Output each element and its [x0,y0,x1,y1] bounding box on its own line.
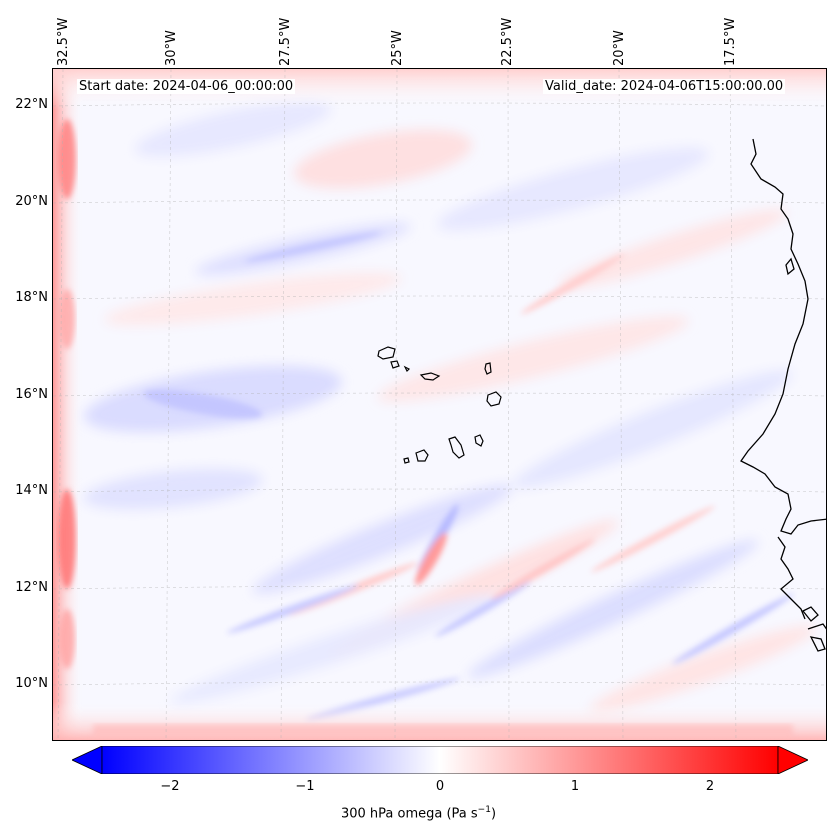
start-date-label: Start date: 2024-04-06_00:00:00 [77,79,296,94]
lat-label-22n: 22°N [15,97,48,112]
gambia-coast [777,536,806,620]
colorbar-tick-0: 0 [435,779,445,794]
island-sao-nicolau [419,372,441,381]
colorbar-tick-1: 1 [570,779,580,794]
island-brava [403,457,410,464]
island-santo-antao [377,346,396,360]
island-fogo [415,449,429,462]
lat-label-16n: 16°N [15,387,48,402]
valid-date-label: Valid_date: 2024-04-06T15:00:00.00 [543,79,786,94]
island-santa-luzia [403,365,411,373]
colorbar [72,746,808,774]
island-santiago [448,436,465,459]
lat-label-18n: 18°N [15,290,48,305]
lon-label-32-5w: 32.5°W [56,17,71,66]
lon-label-30w: 30°W [164,30,179,66]
colorbar-extend-high [777,746,808,774]
island-sal [484,362,492,375]
map-panel[interactable] [52,68,827,741]
coastlines [740,138,826,652]
lat-label-14n: 14°N [15,483,48,498]
island-sao-vicente [390,360,400,369]
omega-field-patches [83,101,816,713]
colorbar-tick-minus-2: −2 [160,779,180,794]
guinea-bissau-islands [801,606,819,622]
colorbar-tick-minus-1: −1 [295,779,315,794]
omega-field-map [53,69,826,740]
island-maio [474,434,484,447]
cape-verde-islands [377,346,502,464]
lon-label-25w: 25°W [390,30,405,66]
graticule [53,69,826,740]
lat-label-20n: 20°N [15,194,48,209]
colorbar-extend-low [72,746,103,774]
colorbar-body [101,746,779,774]
west-africa-coastline [740,138,826,535]
colorbar-label: 300 hPa omega (Pa s−1) [340,805,497,822]
lon-label-27-5w: 27.5°W [278,17,293,66]
lon-label-17-5w: 17.5°W [723,17,738,66]
lon-label-22-5w: 22.5°W [500,17,515,66]
lat-label-10n: 10°N [15,676,48,691]
colorbar-tick-2: 2 [705,779,715,794]
island-boa-vista [486,391,502,407]
lat-label-12n: 12°N [15,580,48,595]
lon-label-20w: 20°W [612,30,627,66]
